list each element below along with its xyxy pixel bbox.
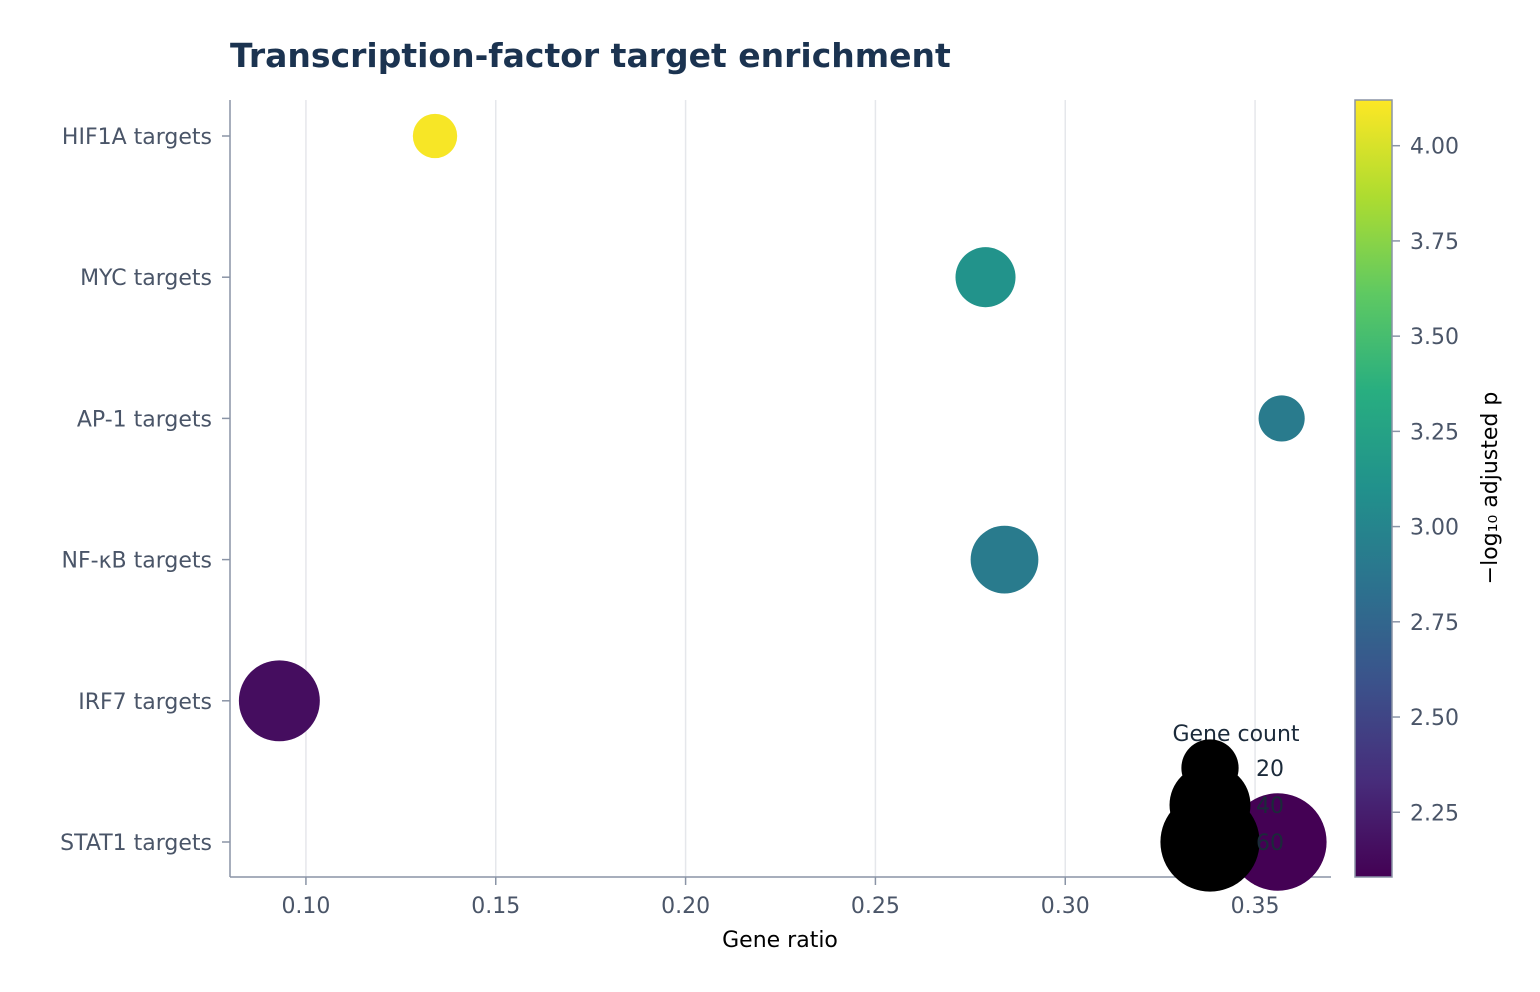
- data-points: [238, 113, 1327, 891]
- y-tick-label: HIF1A targets: [62, 125, 212, 150]
- data-point: [238, 660, 320, 742]
- size-legend-title: Gene count: [1172, 722, 1299, 747]
- y-tick-label: STAT1 targets: [60, 831, 212, 856]
- data-point: [412, 113, 458, 159]
- data-point: [1229, 793, 1327, 891]
- data-point: [955, 247, 1016, 308]
- colorbar-tick-label: 3.00: [1410, 516, 1459, 541]
- y-tick-label: IRF7 targets: [78, 690, 212, 715]
- y-tick-label: MYC targets: [80, 266, 212, 291]
- colorbar-ticks: 2.25 2.50 2.75 3.00 3.25 3.50 3.75 4.00: [1392, 135, 1459, 826]
- size-legend-label: 60: [1256, 831, 1284, 856]
- x-tick-label: 0.35: [1231, 894, 1280, 919]
- colorbar-tick-label: 4.00: [1410, 135, 1459, 160]
- size-legend-label: 40: [1256, 794, 1284, 819]
- colorbar-tick-label: 3.75: [1410, 230, 1459, 255]
- size-legend: Gene count 20 40 60: [1160, 722, 1300, 892]
- x-tick-label: 0.15: [471, 894, 520, 919]
- size-legend-marker: [1160, 792, 1260, 892]
- data-point: [1258, 395, 1305, 442]
- colorbar-label: −log₁₀ adjusted p: [1478, 392, 1503, 585]
- chart-title: Transcription-factor target enrichment: [230, 36, 951, 75]
- grid-lines: [305, 100, 1256, 877]
- x-ticks: 0.10 0.15 0.20 0.25 0.30 0.35: [281, 877, 1280, 919]
- x-axis-label: Gene ratio: [722, 928, 838, 953]
- x-tick-label: 0.10: [281, 894, 330, 919]
- y-ticks: HIF1A targets MYC targets AP-1 targets NF-κ…: [60, 125, 230, 856]
- x-tick-label: 0.30: [1041, 894, 1090, 919]
- colorbar: [1354, 99, 1393, 878]
- colorbar-tick-label: 2.25: [1410, 801, 1459, 826]
- colorbar-tick-label: 3.25: [1410, 420, 1459, 445]
- y-tick-label: NF-κB targets: [62, 549, 212, 574]
- size-legend-label: 20: [1256, 757, 1284, 782]
- colorbar-tick-label: 2.75: [1410, 611, 1459, 636]
- data-point: [970, 525, 1039, 594]
- x-tick-label: 0.25: [851, 894, 900, 919]
- colorbar-tick-label: 3.50: [1410, 325, 1459, 350]
- y-tick-label: AP-1 targets: [77, 407, 212, 432]
- x-tick-label: 0.20: [661, 894, 710, 919]
- colorbar-tick-label: 2.50: [1410, 706, 1459, 731]
